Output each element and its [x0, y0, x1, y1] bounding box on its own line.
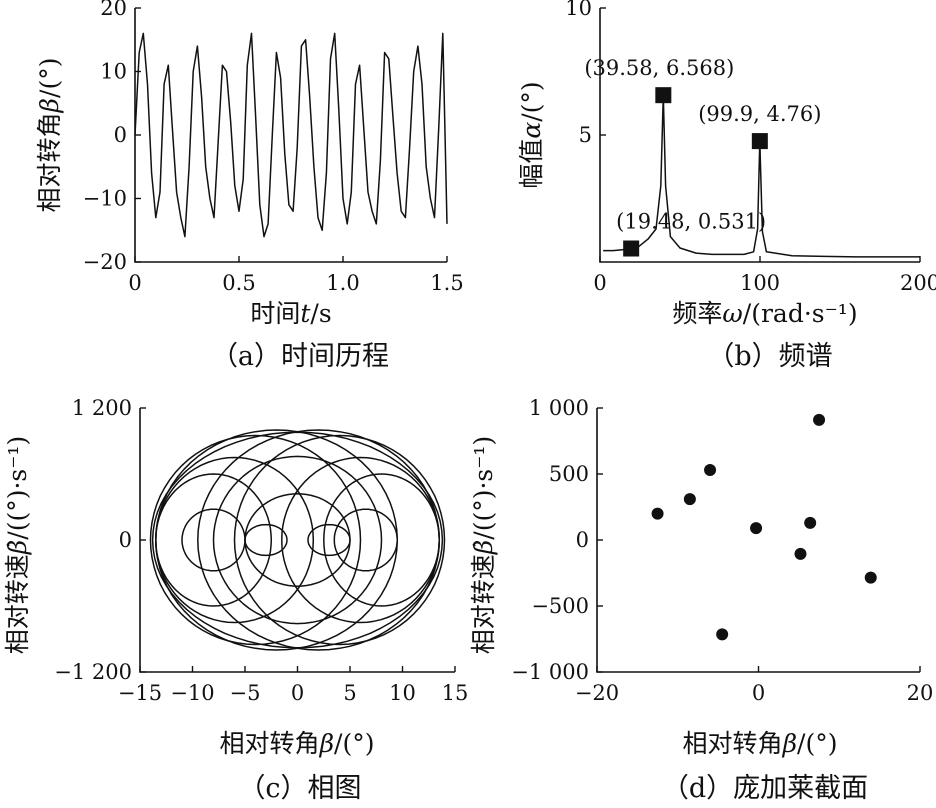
xlabel-c: 相对转角β/(°)	[220, 729, 375, 758]
ylabel-b: 幅值α/(°)	[517, 81, 546, 188]
poincare-point	[864, 571, 877, 584]
panel-c: −15 −10 −5 0 5 10 15 −1 200 0 1 200 相对转速β̇/((°)·s…	[3, 396, 468, 804]
y-tick-label: 20	[100, 0, 127, 20]
phase-orbit	[233, 434, 446, 646]
caption-c: （c）相图	[238, 773, 361, 804]
peak-annotation: (19.48, 0.531)	[616, 210, 766, 234]
phase-orbit	[181, 508, 246, 572]
ticks-c: −15 −10 −5 0 5 10 15 −1 200 0 1 200	[54, 396, 468, 705]
phase-orbit	[307, 523, 351, 557]
poincare-points	[651, 413, 877, 641]
x-tick-label: 1.0	[326, 271, 359, 295]
peak-annotation: (99.9, 4.76)	[698, 102, 821, 126]
spectrum-series	[603, 94, 920, 258]
ticks-a: 0 0.5 1.0 1.5 −20 −10 0 10 20	[83, 0, 464, 295]
x-tick-label: 0	[593, 271, 606, 295]
axes-frame-d	[596, 408, 920, 673]
poincare-point	[813, 413, 826, 426]
poincare-point	[794, 547, 807, 560]
poincare-point	[750, 522, 763, 535]
poincare-point	[716, 628, 729, 641]
xlabel-b: 频率ω/(rad·s⁻¹)	[672, 299, 857, 328]
axes-frame-c	[139, 408, 455, 673]
peak-markers: (19.48, 0.531) (39.58, 6.568) (99.9, 4.76)	[584, 56, 821, 257]
ylabel-d: 相对转速β̇/((°)·s⁻¹)	[469, 436, 498, 654]
y-tick-label: 1 200	[72, 396, 132, 420]
phase-orbit	[155, 429, 399, 651]
y-tick-label: −500	[531, 594, 589, 618]
caption-b: （b）频谱	[707, 341, 832, 372]
phase-orbit	[155, 473, 273, 607]
phase-orbit	[281, 456, 441, 624]
y-tick-label: 10	[565, 0, 592, 20]
time-history-series	[134, 32, 448, 238]
xlabel-d: 相对转角β/(°)	[683, 729, 838, 758]
y-tick-label: 0	[576, 528, 589, 552]
y-tick-label: 500	[549, 462, 589, 486]
phase-orbit	[149, 434, 362, 646]
x-tick-label: 0	[291, 681, 304, 705]
phase-orbit	[212, 455, 383, 625]
x-tick-label: 0	[128, 271, 141, 295]
phase-orbit	[151, 431, 444, 649]
x-tick-label: 0.5	[222, 271, 255, 295]
y-tick-label: −20	[83, 250, 127, 274]
caption-d: （d）庞加莱截面	[662, 773, 868, 804]
ticks-d: −20 0 20 −1 000 −500 0 500 1 000	[511, 396, 933, 705]
x-tick-label: 15	[442, 681, 469, 705]
panel-d: −20 0 20 −1 000 −500 0 500 1 000 相对转速β̇/((°)·s⁻…	[469, 396, 933, 804]
phase-orbit	[323, 473, 441, 607]
x-tick-label: 0	[752, 681, 765, 705]
y-tick-label: −10	[83, 187, 127, 211]
peak-annotation: (39.58, 6.568)	[584, 56, 734, 80]
poincare-point	[651, 507, 664, 520]
x-tick-label: −10	[170, 681, 214, 705]
x-tick-label: 200	[900, 271, 936, 295]
y-tick-label: 0	[114, 123, 127, 147]
phase-orbit	[244, 493, 351, 587]
phase-orbit	[197, 429, 441, 651]
peak-marker	[655, 87, 672, 104]
panel-a: 0 0.5 1.0 1.5 −20 −10 0 10 20 相对转角β/(°) 时间t/s （a…	[35, 0, 464, 372]
y-tick-label: 0	[119, 528, 132, 552]
x-tick-label: 20	[907, 681, 934, 705]
phase-orbit	[244, 523, 288, 557]
phase-orbit	[333, 508, 399, 572]
x-tick-label: −20	[575, 681, 619, 705]
peak-marker	[623, 240, 640, 257]
xlabel-a: 时间t/s	[250, 299, 331, 328]
y-tick-label: 1 000	[529, 396, 589, 420]
y-tick-label: 10	[100, 60, 127, 84]
x-tick-label: 10	[389, 681, 416, 705]
peak-marker	[751, 133, 768, 150]
ylabel-c: 相对转速β̇/((°)·s⁻¹)	[3, 436, 32, 654]
ticks-b: 0 100 200 5 10	[565, 0, 936, 295]
ylabel-a: 相对转角β/(°)	[35, 58, 64, 213]
poincare-point	[683, 493, 696, 506]
phase-orbits	[149, 429, 446, 651]
x-tick-label: 5	[343, 681, 356, 705]
poincare-point	[704, 464, 717, 477]
y-tick-label: −1 200	[54, 660, 132, 684]
y-tick-label: −1 000	[511, 660, 589, 684]
caption-a: （a）时间历程	[211, 341, 389, 372]
x-tick-label: 1.5	[430, 271, 463, 295]
y-tick-label: 5	[579, 123, 592, 147]
x-tick-label: −15	[118, 681, 162, 705]
poincare-point	[804, 516, 817, 529]
x-tick-label: 100	[740, 271, 780, 295]
x-tick-label: −5	[230, 681, 261, 705]
